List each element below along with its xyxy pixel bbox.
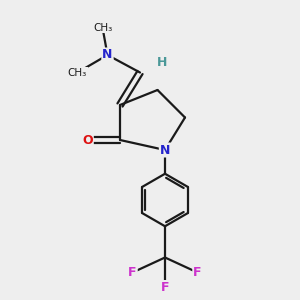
Text: CH₃: CH₃ [93, 22, 112, 32]
Text: N: N [102, 49, 113, 62]
Text: O: O [82, 134, 93, 146]
Text: F: F [193, 266, 202, 279]
Text: F: F [161, 281, 169, 294]
Text: CH₃: CH₃ [68, 68, 87, 77]
Text: F: F [128, 266, 137, 279]
Text: H: H [157, 56, 168, 69]
Text: N: N [160, 143, 170, 157]
